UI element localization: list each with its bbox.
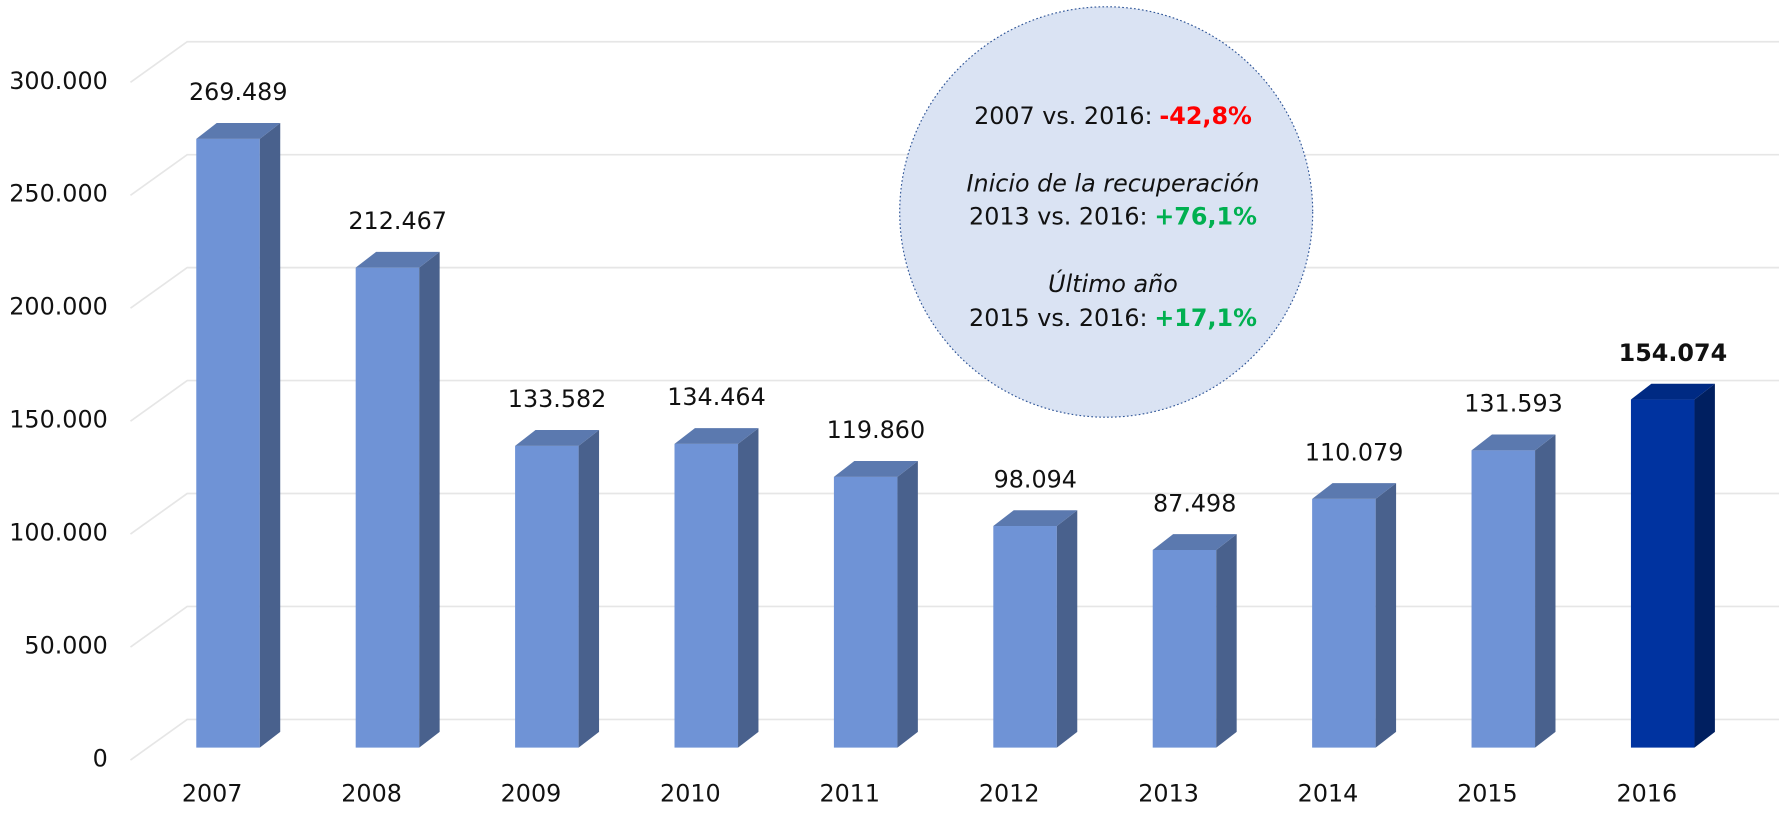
x-tick-label: 2011 xyxy=(819,780,880,808)
y-tick-label: 50.000 xyxy=(24,632,107,660)
bar xyxy=(674,428,759,748)
bar-side xyxy=(738,428,759,748)
x-tick-label: 2009 xyxy=(501,780,562,808)
bar-front xyxy=(833,476,898,748)
value-label: 87.498 xyxy=(1153,489,1236,517)
bar-front xyxy=(1630,399,1695,748)
bar-side xyxy=(1216,534,1237,748)
grid-line xyxy=(129,605,1779,648)
y-tick-label: 300.000 xyxy=(9,67,108,95)
callout-title: Último año xyxy=(1048,270,1178,298)
bar xyxy=(1152,534,1237,748)
x-tick-label: 2014 xyxy=(1298,780,1359,808)
x-tick-label: 2016 xyxy=(1617,780,1678,808)
bar xyxy=(355,251,440,748)
bar-side xyxy=(419,251,440,748)
bar xyxy=(196,123,281,748)
y-tick-label: 200.000 xyxy=(9,293,108,321)
grid-line xyxy=(129,40,1779,84)
callout-text: 2015 vs. 2016: xyxy=(969,304,1148,332)
bar-side xyxy=(897,461,918,748)
bar-top xyxy=(196,123,281,139)
callout-text: 2013 vs. 2016: xyxy=(969,202,1148,230)
value-label: 119.860 xyxy=(827,416,926,444)
x-tick-label: 2007 xyxy=(182,780,243,808)
x-tick-label: 2010 xyxy=(660,780,721,808)
bar xyxy=(1630,383,1715,748)
bar-top xyxy=(674,428,759,444)
x-tick-label: 2008 xyxy=(341,780,402,808)
bar-front xyxy=(1312,498,1376,748)
value-label: 110.079 xyxy=(1305,438,1404,466)
bar-front xyxy=(515,445,579,748)
bar-top xyxy=(993,510,1078,527)
bar-side xyxy=(259,123,281,748)
callout-text: 2007 vs. 2016: xyxy=(974,102,1153,130)
grid-line xyxy=(129,718,1779,761)
y-tick-label: 100.000 xyxy=(9,519,108,547)
callout-highlight: +17,1% xyxy=(1154,304,1257,332)
bar xyxy=(1312,483,1397,748)
bar xyxy=(1471,434,1556,748)
bar xyxy=(515,430,600,748)
bar-top xyxy=(1471,434,1556,451)
x-tick-label: 2012 xyxy=(979,780,1040,808)
bar-side xyxy=(1375,483,1397,748)
bar-front xyxy=(1152,549,1217,748)
bar xyxy=(833,461,918,748)
callout-line: 2015 vs. 2016: +17,1% xyxy=(969,304,1257,332)
callout-circle xyxy=(899,6,1314,418)
bar-side xyxy=(578,430,600,748)
y-tick-label: 0 xyxy=(93,745,108,773)
bar xyxy=(993,510,1078,748)
y-tick-label: 250.000 xyxy=(9,180,108,208)
bar-side xyxy=(1535,434,1556,748)
bar-top xyxy=(833,461,918,477)
bar-front xyxy=(1471,450,1536,748)
value-label: 131.593 xyxy=(1464,390,1563,418)
callout-highlight: +76,1% xyxy=(1154,202,1257,230)
value-label: 133.582 xyxy=(508,385,607,413)
callout-highlight: -42,8% xyxy=(1159,102,1252,130)
grid-line xyxy=(129,379,1779,422)
bar-top xyxy=(1152,534,1237,550)
value-label: 154.074 xyxy=(1619,339,1728,367)
y-tick-label: 150.000 xyxy=(9,406,108,434)
callout-line: 2007 vs. 2016: -42,8% xyxy=(974,102,1252,130)
x-tick-label: 2015 xyxy=(1457,780,1518,808)
bar-front xyxy=(993,526,1057,748)
value-label: 134.464 xyxy=(667,383,766,411)
value-label: 212.467 xyxy=(348,207,447,235)
bar-front xyxy=(674,443,739,748)
callout-line: 2013 vs. 2016: +76,1% xyxy=(969,202,1257,230)
x-tick-label: 2013 xyxy=(1138,780,1199,808)
bar-front xyxy=(196,138,260,748)
callout-title: Inicio de la recuperación xyxy=(967,169,1260,197)
value-label: 269.489 xyxy=(189,78,288,106)
bar-top xyxy=(355,251,440,268)
grid-line xyxy=(129,492,1779,535)
bar-top xyxy=(515,430,600,446)
value-label: 98.094 xyxy=(994,465,1077,493)
bar-side xyxy=(1694,383,1715,748)
bar-top xyxy=(1312,483,1397,499)
bar-side xyxy=(1056,510,1078,748)
bar-top xyxy=(1630,383,1715,400)
bar-front xyxy=(355,267,420,748)
